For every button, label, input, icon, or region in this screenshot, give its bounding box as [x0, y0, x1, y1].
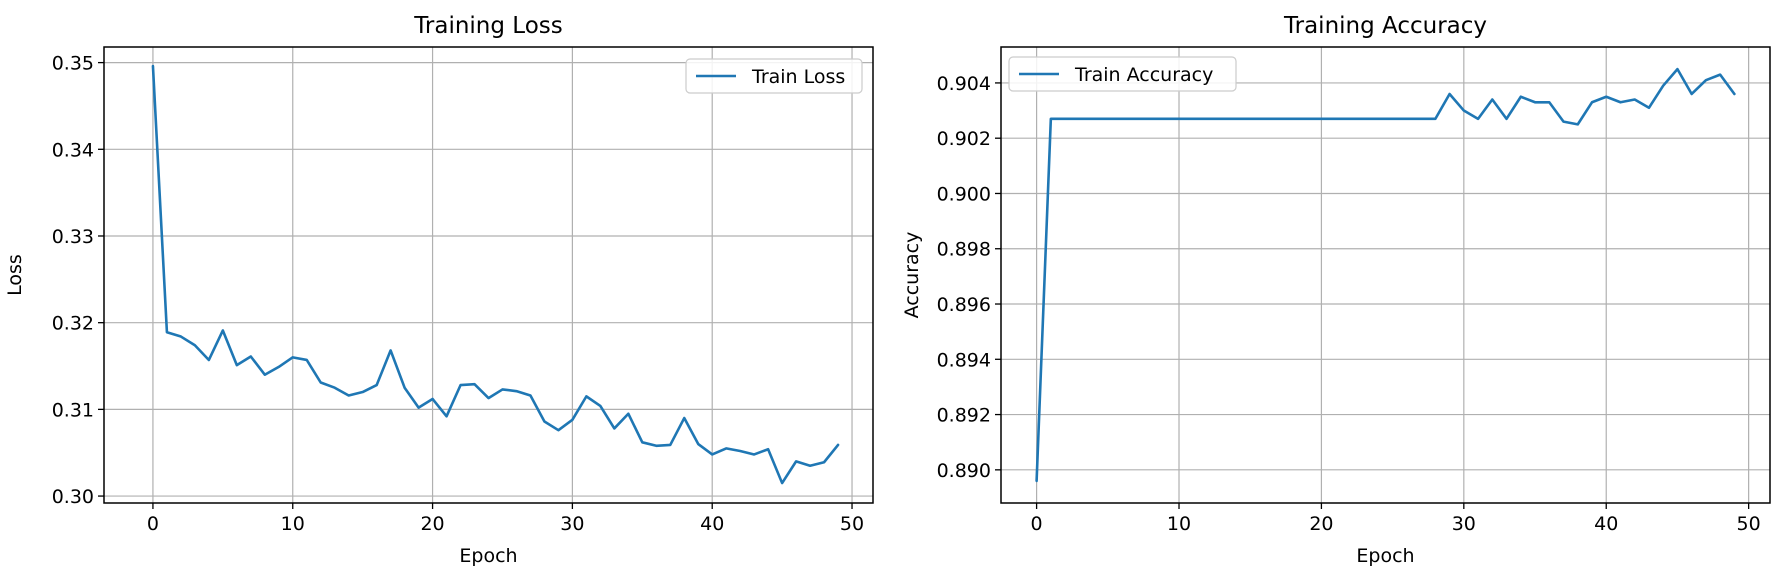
y-tick-label: 0.900 [937, 183, 991, 205]
x-tick-label: 40 [700, 513, 724, 535]
accuracy-axes-frame [1000, 46, 1771, 504]
loss-x-axis-label: Epoch [459, 545, 517, 567]
y-tick-label: 0.892 [937, 405, 991, 427]
y-tick-label: 0.896 [937, 294, 991, 316]
x-tick-label: 20 [420, 513, 444, 535]
loss-axes-frame [103, 46, 874, 504]
accuracy-legend-box [1008, 56, 1237, 92]
x-tick-label: 0 [147, 513, 159, 535]
accuracy-ticks: 0 10 20 30 40 50 0.890 0.892 0.894 0.896 0.898 0.90… [937, 73, 1761, 535]
x-tick-label: 50 [840, 513, 864, 535]
series-line [151, 64, 840, 485]
y-tick-label: 0.890 [937, 460, 991, 482]
y-tick-label: 0.904 [937, 73, 991, 95]
loss-ticks: 0 10 20 30 40 50 0.30 0.31 0.32 0.33 0.34 0.35 [52, 53, 864, 535]
x-tick-label: 20 [1309, 513, 1333, 535]
accuracy-series [1035, 67, 1736, 483]
y-tick-label: 0.898 [937, 239, 991, 261]
y-tick-label: 0.30 [52, 486, 94, 508]
x-tick-label: 10 [281, 513, 305, 535]
loss-legend-label: Train Loss [751, 66, 845, 88]
accuracy-y-axis-label: Accuracy [901, 232, 923, 319]
loss-legend: Train Loss [685, 58, 863, 94]
x-tick-label: 40 [1594, 513, 1618, 535]
training-loss-panel: 0 10 20 30 40 50 0.30 0.31 0.32 0.33 0.34 0.35 Trai… [4, 13, 874, 567]
loss-y-axis-label: Loss [4, 254, 26, 296]
x-tick-label: 30 [1452, 513, 1476, 535]
y-tick-label: 0.34 [52, 139, 94, 161]
accuracy-grid [1001, 47, 1770, 503]
accuracy-x-axis-label: Epoch [1356, 545, 1414, 567]
accuracy-chart-title: Training Accuracy [1283, 13, 1487, 39]
x-tick-label: 30 [560, 513, 584, 535]
y-tick-label: 0.31 [52, 399, 94, 421]
loss-grid [104, 47, 873, 503]
y-tick-label: 0.35 [52, 53, 94, 75]
accuracy-legend-label: Train Accuracy [1074, 64, 1213, 86]
y-tick-label: 0.902 [937, 128, 991, 150]
loss-legend-box [685, 58, 863, 94]
series-line [1035, 67, 1736, 483]
loss-chart-title: Training Loss [413, 13, 563, 39]
training-accuracy-panel: 0 10 20 30 40 50 0.890 0.892 0.894 0.896 0.898 0.90… [901, 13, 1771, 567]
accuracy-legend: Train Accuracy [1008, 56, 1237, 92]
y-tick-label: 0.894 [937, 349, 991, 371]
x-tick-label: 0 [1031, 513, 1043, 535]
y-tick-label: 0.33 [52, 226, 94, 248]
x-tick-label: 10 [1167, 513, 1191, 535]
x-tick-label: 50 [1737, 513, 1761, 535]
loss-series [151, 64, 840, 485]
y-tick-label: 0.32 [52, 313, 94, 335]
